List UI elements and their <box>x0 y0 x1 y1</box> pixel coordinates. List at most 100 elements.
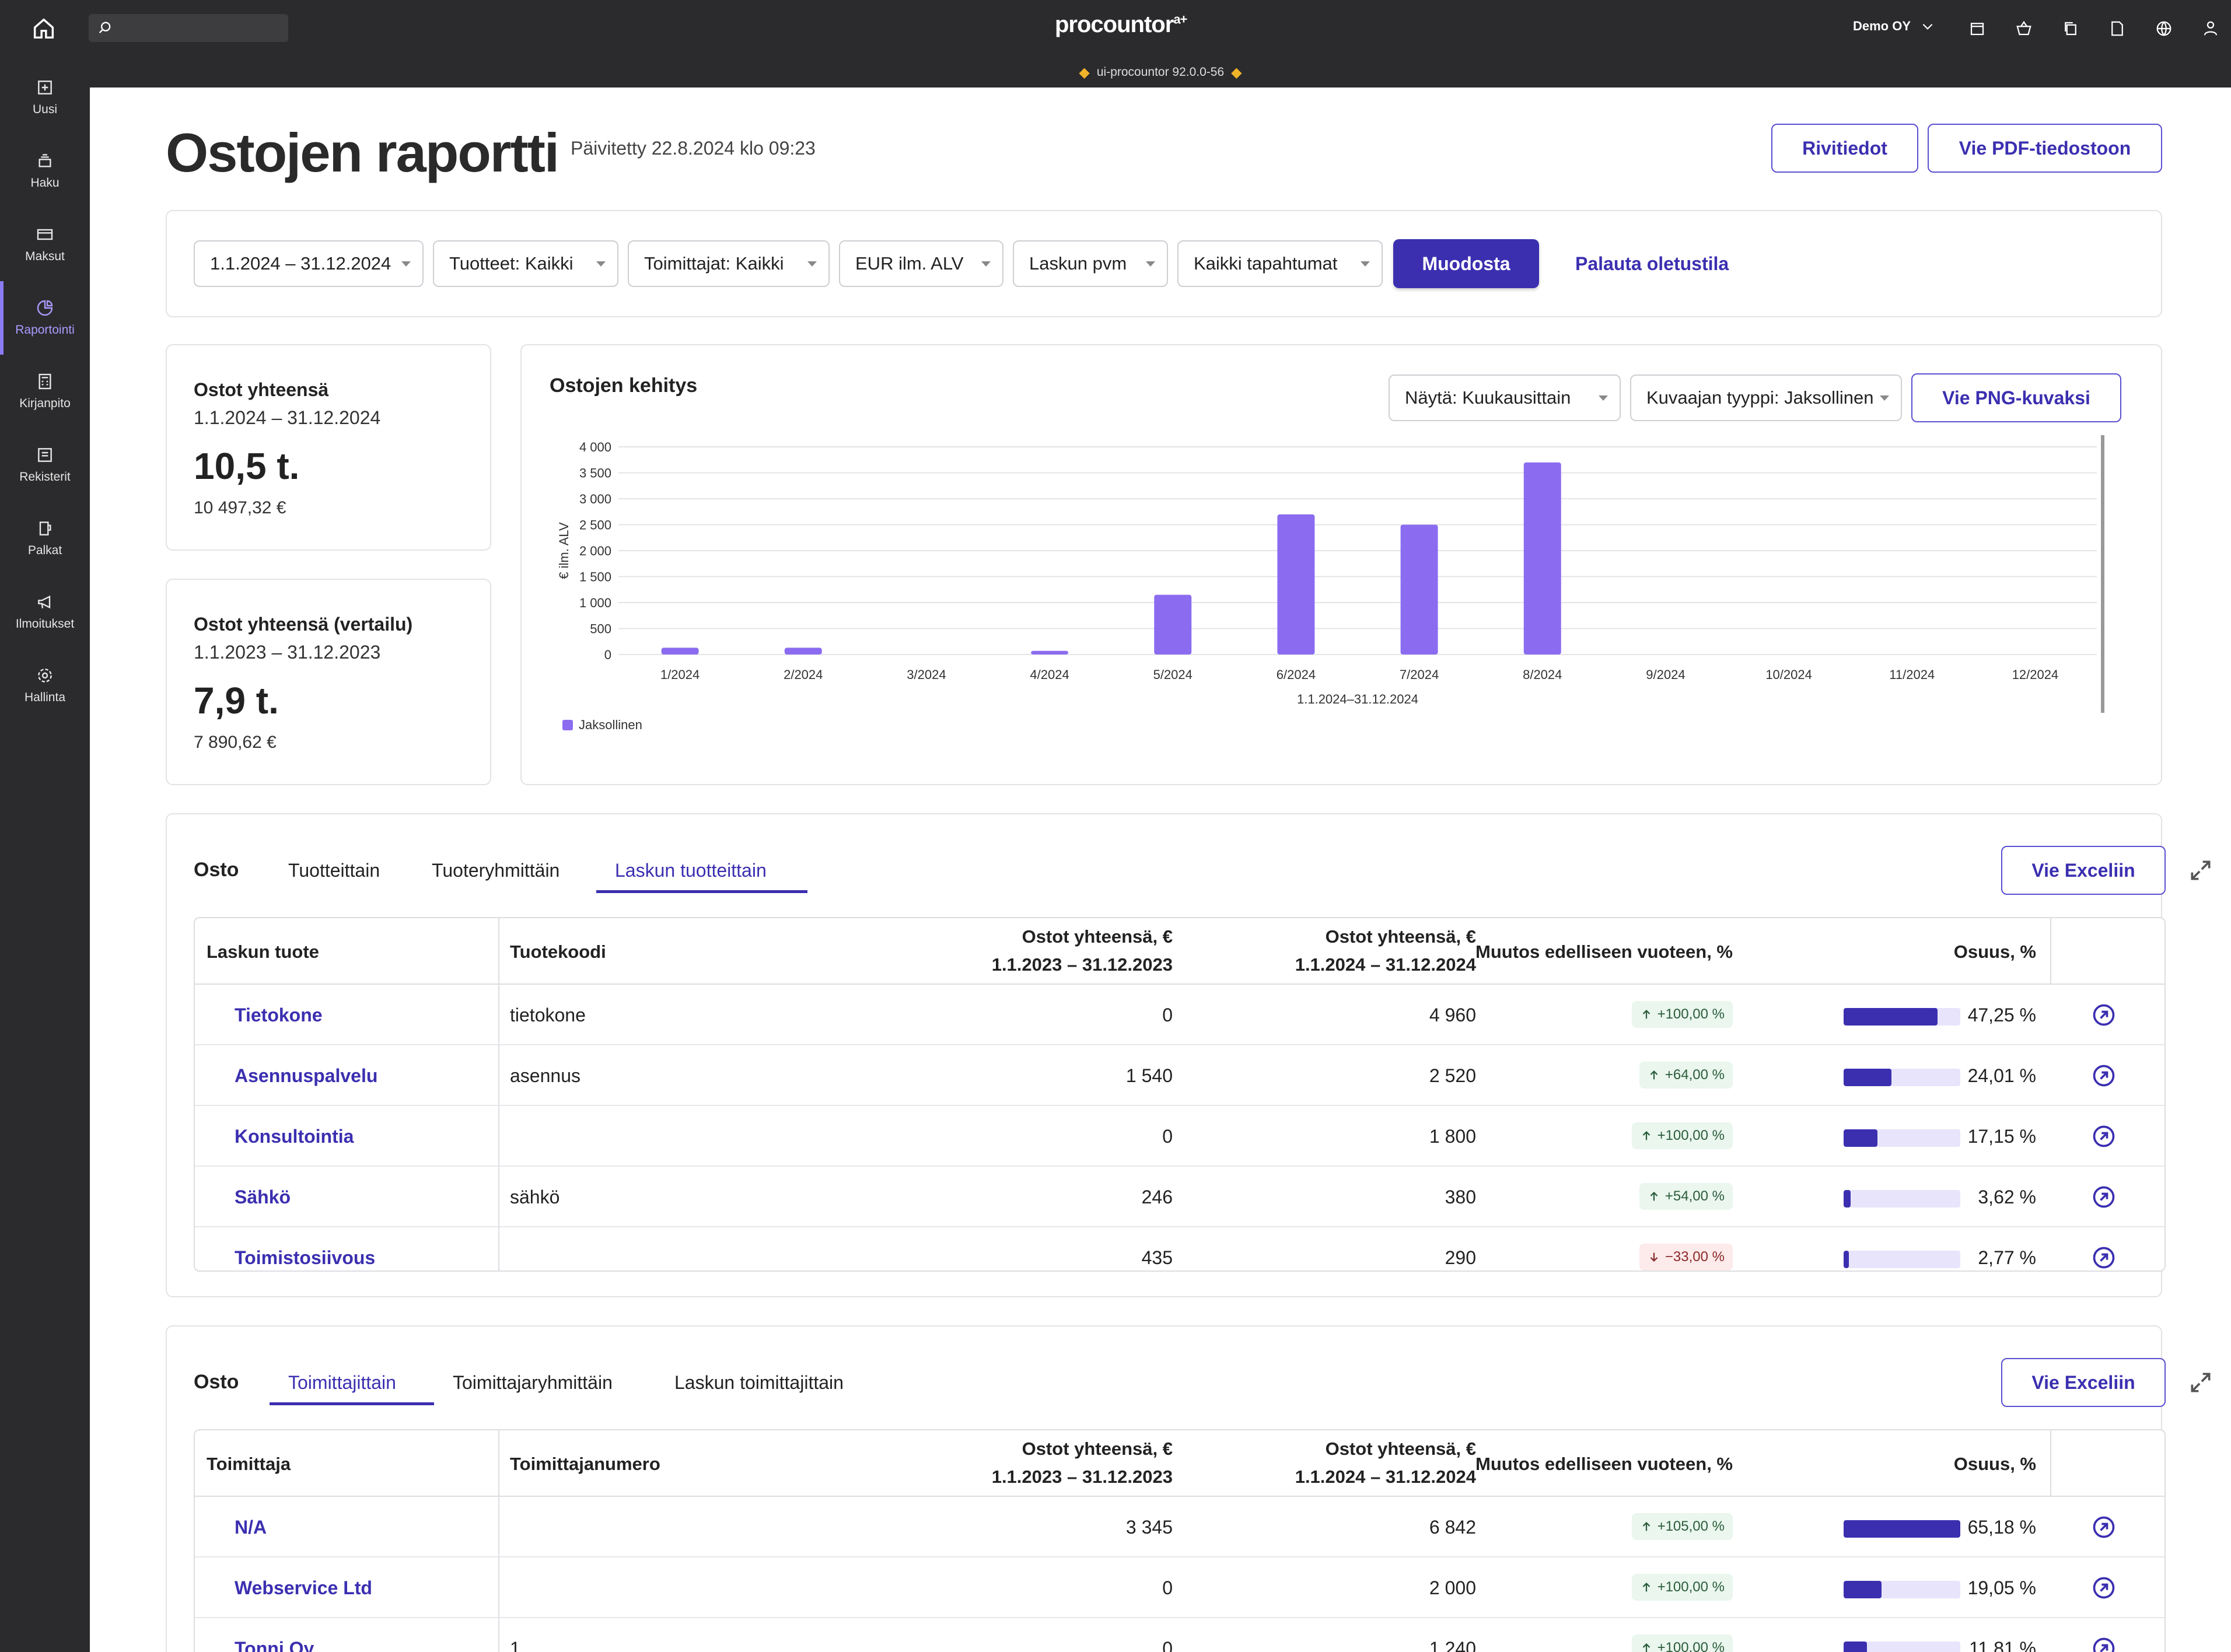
header-prev-total[interactable]: Ostot yhteensä, € <box>1022 926 1173 947</box>
suppliers-dropdown[interactable]: Toimittajat: Kaikki <box>628 240 830 287</box>
table-row: Toimistosiivous 435 290 −33,00 % 2,77 % <box>195 1227 2164 1270</box>
row-name-link[interactable]: Konsultointia <box>235 1126 354 1147</box>
sidebar-item-palkat[interactable]: Palkat <box>0 502 90 575</box>
caret-down-icon <box>1880 396 1889 401</box>
tab-toimittajittain[interactable]: Toimittajittain <box>288 1372 396 1393</box>
table-card-suppliers: Osto Toimittajittain Toimittajaryhmittäi… <box>166 1325 2211 1652</box>
row-prev-total: 0 <box>1162 1638 1173 1652</box>
events-dropdown[interactable]: Kaikki tapahtumat <box>1177 240 1383 287</box>
sidebar-item-kirjanpito[interactable]: Kirjanpito <box>0 355 90 428</box>
company-selector[interactable]: Demo OY <box>1853 19 1935 34</box>
document-icon[interactable] <box>2104 15 2131 42</box>
bar-2-2024 <box>784 648 822 654</box>
row-cur-total: 1 240 <box>1429 1638 1476 1652</box>
sidebar-item-label: Uusi <box>32 103 57 116</box>
date-type-dropdown[interactable]: Laskun pvm <box>1013 240 1168 287</box>
sidebar-item-haku[interactable]: Haku <box>0 134 90 208</box>
tab-tuotteittain[interactable]: Tuotteittain <box>288 860 380 881</box>
export-excel-button[interactable]: Vie Exceliin <box>2001 1358 2166 1407</box>
sidebar-item-hallinta[interactable]: Hallinta <box>0 649 90 722</box>
sidebar-item-rekisterit[interactable]: Rekisterit <box>0 428 90 502</box>
stack-icon <box>39 154 51 167</box>
copy-icon[interactable] <box>2057 15 2084 42</box>
sidebar-item-raportointi[interactable]: Raportointi <box>0 281 90 355</box>
change-value: +64,00 % <box>1664 1067 1725 1083</box>
header-prev-total[interactable]: Ostot yhteensä, € <box>1022 1438 1173 1459</box>
chart-title: Ostojen kehitys <box>550 374 698 397</box>
caret-down-icon <box>1146 261 1155 267</box>
chart-type-value: Kuvaajan tyyppi: Jaksollinen <box>1646 387 1874 408</box>
open-details-icon[interactable] <box>2091 1184 2117 1210</box>
row-name-link[interactable]: Sähkö <box>235 1186 291 1208</box>
tab-laskun-tuotteittain[interactable]: Laskun tuotteittain <box>615 860 767 881</box>
tab-laskun-toimittajittain[interactable]: Laskun toimittajittain <box>674 1372 844 1393</box>
row-share: 65,18 % <box>1967 1517 2036 1538</box>
chart-type-dropdown[interactable]: Kuvaajan tyyppi: Jaksollinen <box>1630 374 1902 421</box>
open-details-icon[interactable] <box>2091 1514 2117 1540</box>
show-interval-dropdown[interactable]: Näytä: Kuukausittain <box>1389 374 1621 421</box>
row-name-link[interactable]: Tietokone <box>235 1005 323 1026</box>
calendar-icon[interactable] <box>1964 15 1991 42</box>
tab-toimittajaryhmittain[interactable]: Toimittajaryhmittäin <box>453 1372 613 1393</box>
header-change[interactable]: Muutos edelliseen vuoteen, % <box>1475 942 1733 962</box>
share-bar <box>1844 1581 1960 1598</box>
active-tab-underline <box>270 1402 434 1405</box>
kpi-value: 10,5 t. <box>194 445 300 487</box>
open-details-icon[interactable] <box>2091 1245 2117 1270</box>
tab-tuoteryhmittain[interactable]: Tuoteryhmittäin <box>432 860 560 881</box>
arrow-up-icon <box>1642 1522 1650 1531</box>
generate-button[interactable]: Muodosta <box>1393 239 1539 288</box>
x-tick-label: 12/2024 <box>2012 667 2059 682</box>
header-supplier[interactable]: Toimittaja <box>207 1454 291 1474</box>
header-cur-total[interactable]: Ostot yhteensä, € <box>1325 1438 1476 1459</box>
open-details-icon[interactable] <box>2091 1575 2117 1601</box>
bar-4-2024 <box>1031 650 1069 654</box>
x-tick-label: 4/2024 <box>1030 667 1069 682</box>
open-details-icon[interactable] <box>2091 1063 2117 1088</box>
search-input[interactable] <box>89 14 288 42</box>
expand-icon[interactable] <box>2188 858 2213 883</box>
change-badge: +64,00 % <box>1639 1062 1733 1088</box>
header-product[interactable]: Laskun tuote <box>207 942 319 962</box>
header-change[interactable]: Muutos edelliseen vuoteen, % <box>1475 1454 1733 1474</box>
export-png-button[interactable]: Vie PNG-kuvaksi <box>1911 373 2121 422</box>
change-badge: +100,00 % <box>1631 1634 1733 1652</box>
expand-icon[interactable] <box>2188 1370 2213 1395</box>
sidebar-item-maksut[interactable]: Maksut <box>0 208 90 281</box>
globe-icon[interactable] <box>2150 15 2177 42</box>
row-name-link[interactable]: Tonni Oy <box>235 1638 314 1652</box>
header-product-code[interactable]: Tuotekoodi <box>510 942 606 962</box>
header-share[interactable]: Osuus, % <box>1953 942 2036 962</box>
table-row: Tietokone tietokone 0 4 960 +100,00 % 47,25 % <box>195 985 2164 1045</box>
row-name-link[interactable]: N/A <box>235 1517 267 1538</box>
row-prev-total: 0 <box>1162 1577 1173 1598</box>
header-share[interactable]: Osuus, % <box>1953 1454 2036 1474</box>
currency-dropdown[interactable]: EUR ilm. ALV <box>839 240 1003 287</box>
row-details-button[interactable]: Rivitiedot <box>1771 124 1918 173</box>
products-dropdown[interactable]: Tuotteet: Kaikki <box>433 240 618 287</box>
header-supplier-number[interactable]: Toimittajanumero <box>510 1454 660 1474</box>
open-details-icon[interactable] <box>2091 1002 2117 1028</box>
row-name-link[interactable]: Webservice Ltd <box>235 1577 372 1598</box>
export-pdf-button[interactable]: Vie PDF-tiedostoon <box>1928 124 2162 173</box>
home-icon[interactable] <box>30 15 57 42</box>
row-name-link[interactable]: Toimistosiivous <box>235 1247 376 1268</box>
caret-down-icon <box>807 261 817 267</box>
user-icon[interactable] <box>2197 15 2224 42</box>
period-dropdown[interactable]: 1.1.2024 – 31.12.2024 <box>194 240 424 287</box>
basket-icon[interactable] <box>2010 15 2037 42</box>
open-details-icon[interactable] <box>2091 1124 2117 1149</box>
diamond-icon: ◆ <box>1079 64 1090 80</box>
export-excel-button[interactable]: Vie Exceliin <box>2001 846 2166 895</box>
main-content: Ostojen raportti Päivitetty 22.8.2024 kl… <box>90 88 2231 1652</box>
reset-link[interactable]: Palauta oletustila <box>1575 253 1729 274</box>
sidebar-item-uusi[interactable]: Uusi <box>0 61 90 134</box>
open-details-icon[interactable] <box>2091 1636 2117 1652</box>
y-tick-label: 500 <box>590 622 611 636</box>
chart-card: Ostojen kehitys Näytä: Kuukausittain Kuv… <box>520 344 2162 785</box>
header-cur-total[interactable]: Ostot yhteensä, € <box>1325 926 1476 947</box>
row-name-link[interactable]: Asennuspalvelu <box>235 1065 378 1086</box>
sidebar-item-label: Palkat <box>27 544 62 557</box>
chevron-down-icon <box>1922 23 1933 30</box>
sidebar-item-ilmoitukset[interactable]: Ilmoitukset <box>0 575 90 649</box>
